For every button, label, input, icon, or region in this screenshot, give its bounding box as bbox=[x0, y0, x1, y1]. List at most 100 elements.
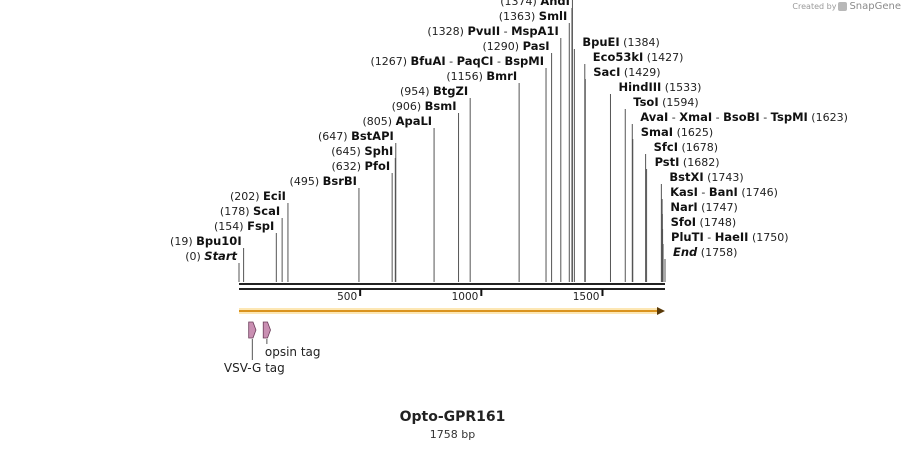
site-fspi[interactable]: (154) FspI bbox=[214, 219, 274, 233]
site-kasi[interactable]: KasI - BanI (1746) bbox=[670, 185, 778, 199]
site-bpu10i[interactable]: (19) Bpu10I bbox=[170, 234, 242, 248]
svg-text:End (1758): End (1758) bbox=[673, 245, 737, 259]
enzyme-name: KasI bbox=[670, 185, 698, 199]
site-position: (954) bbox=[400, 85, 433, 98]
site-position: (1623) bbox=[808, 111, 848, 124]
orf-arrow bbox=[239, 307, 665, 315]
construct-title: Opto-GPR161 bbox=[399, 409, 506, 425]
site-labels: (0) Start(19) Bpu10I(154) FspI(178) ScaI… bbox=[170, 0, 848, 263]
enzyme-name: SfcI bbox=[654, 140, 678, 154]
site-apali[interactable]: (805) ApaLI bbox=[362, 114, 432, 128]
site-position: (1429) bbox=[620, 66, 660, 79]
site-sfci[interactable]: SfcI (1678) bbox=[654, 140, 718, 154]
site-start[interactable]: (0) Start bbox=[185, 249, 237, 263]
tick-label-1000: 1000 bbox=[452, 291, 479, 303]
enzyme-name: BspMI bbox=[504, 54, 544, 68]
site-bsmi[interactable]: (906) BsmI bbox=[392, 99, 457, 113]
site-pasi[interactable]: (1290) PasI bbox=[483, 39, 550, 53]
site-ecii[interactable]: (202) EciI bbox=[230, 189, 286, 203]
site-bsrbi[interactable]: (495) BsrBI bbox=[290, 174, 357, 188]
site-bstxi[interactable]: BstXI (1743) bbox=[669, 170, 743, 184]
site-pvuii[interactable]: (1328) PvuII - MspA1I bbox=[427, 24, 558, 38]
enzyme-name: MspA1I bbox=[511, 24, 559, 38]
site-position: (1156) bbox=[446, 70, 486, 83]
site-tsoi[interactable]: TsoI (1594) bbox=[633, 95, 698, 109]
svg-text:(202) EciI: (202) EciI bbox=[230, 189, 286, 203]
site-eco53ki[interactable]: Eco53kI (1427) bbox=[593, 50, 684, 64]
site-smli[interactable]: (1363) SmlI bbox=[499, 9, 568, 23]
enzyme-name: SmaI bbox=[641, 125, 673, 139]
site-position: (0) bbox=[185, 250, 204, 263]
enzyme-name: AhdI bbox=[540, 0, 570, 8]
enzyme-name: ApaLI bbox=[396, 114, 433, 128]
svg-text:PluTI - HaeII (1750): PluTI - HaeII (1750) bbox=[671, 230, 788, 244]
enzyme-name: BpuEI bbox=[582, 35, 619, 49]
feature-arrow bbox=[248, 321, 257, 339]
site-scai[interactable]: (178) ScaI bbox=[220, 204, 280, 218]
site-hindiii[interactable]: HindIII (1533) bbox=[618, 80, 701, 94]
svg-text:(495) BsrBI: (495) BsrBI bbox=[290, 174, 357, 188]
enzyme-name: PaqCI bbox=[457, 54, 494, 68]
site-pfoi[interactable]: (632) PfoI bbox=[331, 159, 390, 173]
tick-label-1500: 1500 bbox=[573, 291, 600, 303]
site-sfoi[interactable]: SfoI (1748) bbox=[671, 215, 737, 229]
site-avai[interactable]: AvaI - XmaI - BsoBI - TspMI (1623) bbox=[640, 110, 848, 124]
enzyme-name: XmaI bbox=[679, 110, 712, 124]
site-saci[interactable]: SacI (1429) bbox=[593, 65, 660, 79]
site-bstapi[interactable]: (647) BstAPI bbox=[318, 129, 394, 143]
enzyme-name: TsoI bbox=[633, 95, 658, 109]
svg-text:SfcI (1678): SfcI (1678) bbox=[654, 140, 718, 154]
site-bpuei[interactable]: BpuEI (1384) bbox=[582, 35, 659, 49]
enzyme-name: Start bbox=[204, 249, 237, 263]
site-psti[interactable]: PstI (1682) bbox=[655, 155, 720, 169]
orf-arrowhead bbox=[657, 307, 665, 315]
site-sphi[interactable]: (645) SphI bbox=[331, 144, 393, 158]
site-end[interactable]: End (1758) bbox=[673, 245, 737, 259]
svg-text:SacI (1429): SacI (1429) bbox=[593, 65, 660, 79]
site-position: (1533) bbox=[661, 81, 701, 94]
feature-vsv-g-tag[interactable]: VSV-G tag bbox=[224, 321, 285, 375]
site-position: (1594) bbox=[659, 96, 699, 109]
svg-text:AvaI - XmaI - BsoBI - Ts: AvaI - XmaI - BsoBI - TspMI (1623) bbox=[640, 110, 848, 124]
site-position: (1328) bbox=[427, 25, 467, 38]
enzyme-name: BstAPI bbox=[351, 129, 394, 143]
enzyme-name: SfoI bbox=[671, 215, 696, 229]
svg-text:SfoI (1748): SfoI (1748) bbox=[671, 215, 737, 229]
site-position: (19) bbox=[170, 235, 196, 248]
site-pluti[interactable]: PluTI - HaeII (1750) bbox=[671, 230, 788, 244]
svg-text:(647) BstAPI: (647) BstAPI bbox=[318, 129, 394, 143]
site-smai[interactable]: SmaI (1625) bbox=[641, 125, 713, 139]
enzyme-name: FspI bbox=[247, 219, 274, 233]
site-position: (647) bbox=[318, 130, 351, 143]
enzyme-name: NarI bbox=[670, 200, 697, 214]
svg-text:(1290) PasI: (1290) PasI bbox=[483, 39, 550, 53]
svg-text:HindIII (1533): HindIII (1533) bbox=[618, 80, 701, 94]
ruler-ticks: 500 1000 1500 bbox=[337, 289, 604, 303]
enzyme-name: Bpu10I bbox=[196, 234, 241, 248]
enzyme-name: BmrI bbox=[486, 69, 517, 83]
site-position: (1746) bbox=[738, 186, 778, 199]
site-position: (1750) bbox=[748, 231, 788, 244]
svg-text:(1374) AhdI: (1374) AhdI bbox=[500, 0, 570, 8]
features: VSV-G tag opsin tag bbox=[224, 321, 321, 375]
site-position: (154) bbox=[214, 220, 247, 233]
site-bmri[interactable]: (1156) BmrI bbox=[446, 69, 517, 83]
enzyme-name: PvuII bbox=[467, 24, 500, 38]
site-position: (202) bbox=[230, 190, 263, 203]
feature-opsin-tag[interactable]: opsin tag bbox=[262, 321, 321, 359]
site-lines bbox=[238, 0, 666, 282]
enzyme-name: PasI bbox=[523, 39, 550, 53]
enzyme-name: BstXI bbox=[669, 170, 703, 184]
svg-text:(954) BtgZI: (954) BtgZI bbox=[400, 84, 468, 98]
enzyme-name: SmlI bbox=[539, 9, 568, 23]
site-position: (1267) bbox=[370, 55, 410, 68]
site-bfuai[interactable]: (1267) BfuAI - PaqCI - BspMI bbox=[370, 54, 544, 68]
site-ahdi[interactable]: (1374) AhdI bbox=[500, 0, 570, 8]
site-nari[interactable]: NarI (1747) bbox=[670, 200, 737, 214]
site-position: (906) bbox=[392, 100, 425, 113]
svg-text:BpuEI (1384): BpuEI (1384) bbox=[582, 35, 659, 49]
site-position: (805) bbox=[362, 115, 395, 128]
site-btgzi[interactable]: (954) BtgZI bbox=[400, 84, 468, 98]
enzyme-name: BanI bbox=[709, 185, 738, 199]
svg-text:Eco53kI (1427): Eco53kI (1427) bbox=[593, 50, 684, 64]
